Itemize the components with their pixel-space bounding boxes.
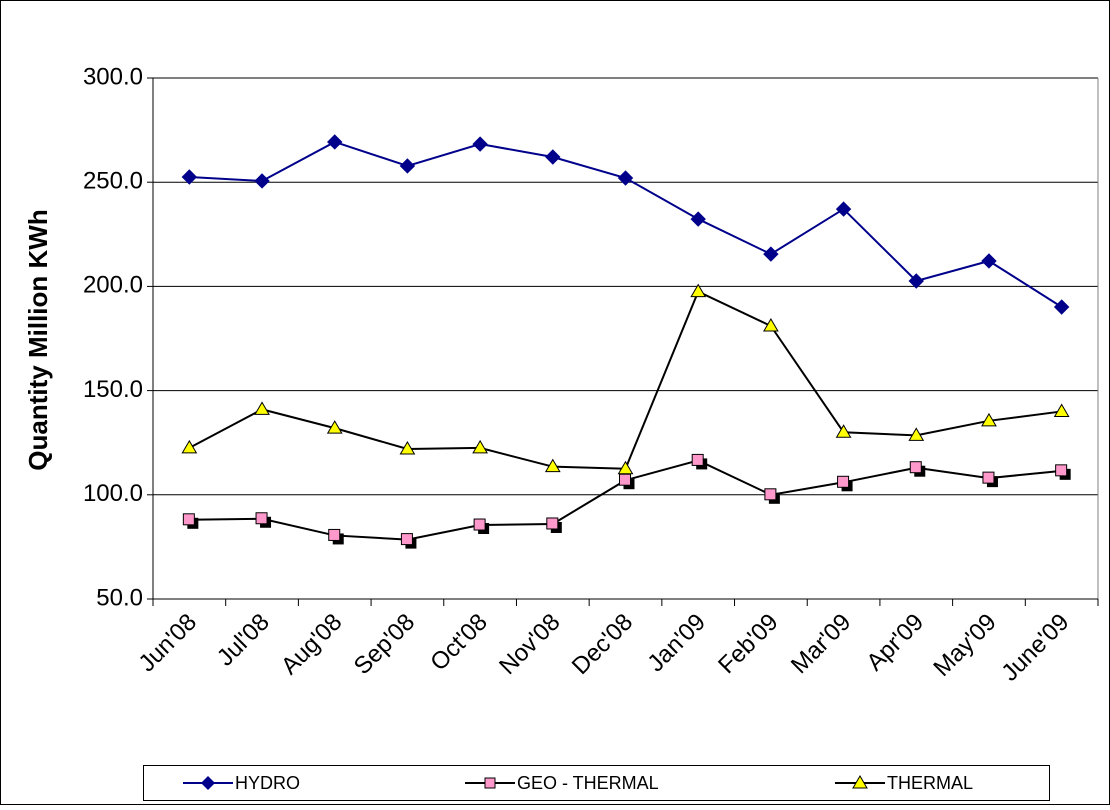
point (617, 170, 634, 186)
point (835, 424, 852, 438)
marker-face (255, 512, 268, 525)
marker-face (619, 473, 631, 486)
marker-face (837, 475, 850, 488)
point (544, 458, 561, 473)
point (691, 453, 708, 470)
legend-marker (484, 777, 496, 789)
marker-face (328, 528, 341, 541)
point (835, 201, 852, 217)
legend-symbol (201, 776, 215, 790)
point (327, 134, 343, 150)
point (399, 440, 416, 455)
point (908, 273, 924, 289)
point (763, 318, 779, 332)
y-tick-label: 100.0 (83, 480, 143, 507)
point (1053, 299, 1070, 315)
point (764, 488, 780, 504)
marker-face (764, 488, 777, 501)
point (690, 211, 706, 227)
marker-face (182, 513, 195, 526)
y-tick-label: 50.0 (96, 584, 143, 611)
point (690, 283, 707, 298)
point (763, 246, 779, 262)
legend-marker (852, 775, 868, 789)
point (1053, 403, 1070, 417)
point (545, 149, 561, 165)
y-tick-label: 250.0 (83, 168, 143, 195)
marker-face (691, 453, 704, 466)
legend-marker (201, 776, 215, 790)
point (473, 518, 490, 535)
marker-face (400, 533, 413, 546)
y-axis-title: Quantity Million KWh (23, 209, 53, 470)
point (254, 173, 270, 189)
y-tick-label: 200.0 (83, 272, 143, 299)
marker-face (473, 518, 486, 531)
point (617, 460, 634, 475)
point (326, 420, 343, 434)
point (254, 401, 270, 415)
point (981, 253, 997, 269)
point (399, 158, 416, 174)
point (472, 439, 488, 454)
point (981, 412, 997, 427)
point (400, 533, 417, 549)
y-tick-label: 300.0 (83, 63, 143, 90)
point (909, 461, 926, 477)
legend-label: GEO - THERMAL (517, 773, 659, 793)
point (182, 513, 199, 529)
marker-face (546, 517, 559, 530)
point (181, 439, 198, 454)
legend-label: HYDRO (235, 773, 300, 793)
point (255, 512, 272, 528)
point (1055, 464, 1071, 480)
point (472, 136, 488, 152)
marker-face (909, 461, 922, 474)
point (546, 517, 562, 533)
point (181, 169, 198, 185)
legend-label: THERMAL (887, 773, 973, 793)
legend-symbol (852, 775, 868, 789)
point (837, 475, 853, 492)
y-tick-label: 150.0 (83, 376, 143, 403)
legend-box (143, 765, 1050, 801)
marker-face (982, 471, 995, 484)
point (328, 528, 344, 545)
legend-symbol (484, 777, 496, 789)
point (982, 471, 998, 488)
marker-face (1055, 464, 1068, 477)
point (908, 427, 925, 441)
